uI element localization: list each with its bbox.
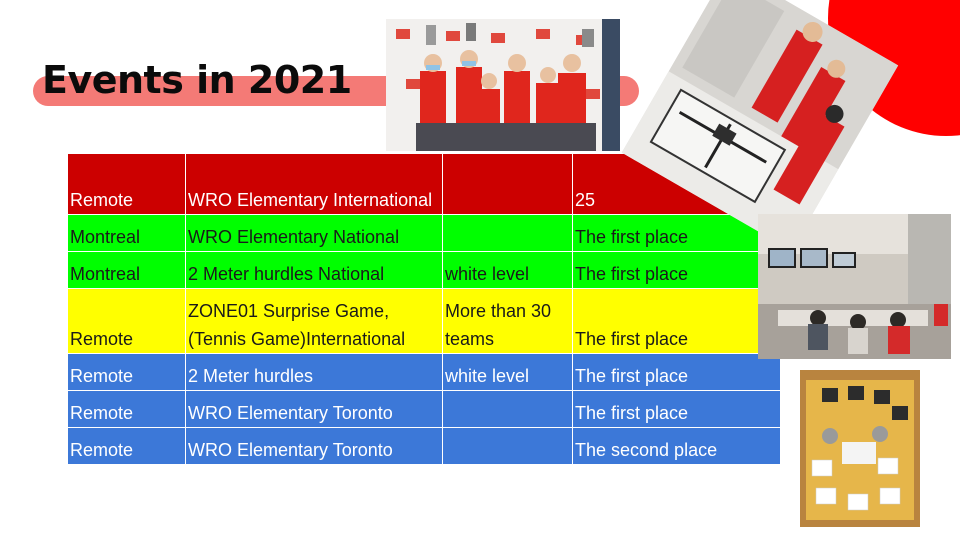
table-row: Remote 2 Meter hurdles white level The f… bbox=[67, 353, 781, 391]
table-row: Remote ZONE01 Surprise Game, (Tennis Gam… bbox=[67, 288, 781, 354]
event-cell: 2 Meter hurdles bbox=[185, 353, 443, 391]
team-trophy-photo bbox=[386, 19, 620, 151]
robot-kits-package-photo bbox=[800, 370, 920, 527]
events-table: Remote WRO Elementary International 25 M… bbox=[67, 153, 781, 465]
result-cell: The first place bbox=[572, 251, 781, 289]
event-cell: WRO Elementary Toronto bbox=[185, 427, 443, 465]
level-cell: white level bbox=[442, 251, 573, 289]
event-cell: ZONE01 Surprise Game, (Tennis Game)Inter… bbox=[185, 288, 443, 354]
location-cell: Remote bbox=[67, 390, 186, 428]
level-cell bbox=[442, 427, 573, 465]
event-cell: WRO Elementary National bbox=[185, 214, 443, 252]
robot-track-photo bbox=[621, 0, 899, 251]
table-row: Montreal 2 Meter hurdles National white … bbox=[67, 251, 781, 289]
location-cell: Remote bbox=[67, 153, 186, 215]
result-cell: The first place bbox=[572, 390, 781, 428]
table-row: Remote WRO Elementary Toronto The second… bbox=[67, 427, 781, 465]
classroom-video-call-photo bbox=[758, 214, 951, 359]
slide-title: Events in 2021 bbox=[42, 58, 352, 102]
level-cell: white level bbox=[442, 353, 573, 391]
level-cell bbox=[442, 153, 573, 215]
result-cell: The first place bbox=[572, 353, 781, 391]
result-cell: The first place bbox=[572, 288, 781, 354]
event-cell: WRO Elementary International bbox=[185, 153, 443, 215]
location-cell: Montreal bbox=[67, 251, 186, 289]
location-cell: Montreal bbox=[67, 214, 186, 252]
result-cell: The second place bbox=[572, 427, 781, 465]
event-cell: WRO Elementary Toronto bbox=[185, 390, 443, 428]
table-row: Remote WRO Elementary Toronto The first … bbox=[67, 390, 781, 428]
location-cell: Remote bbox=[67, 427, 186, 465]
location-cell: Remote bbox=[67, 288, 186, 354]
level-cell bbox=[442, 214, 573, 252]
location-cell: Remote bbox=[67, 353, 186, 391]
level-cell bbox=[442, 390, 573, 428]
event-cell: 2 Meter hurdles National bbox=[185, 251, 443, 289]
table-row: Montreal WRO Elementary National The fir… bbox=[67, 214, 781, 252]
level-cell: More than 30 teams bbox=[442, 288, 573, 354]
